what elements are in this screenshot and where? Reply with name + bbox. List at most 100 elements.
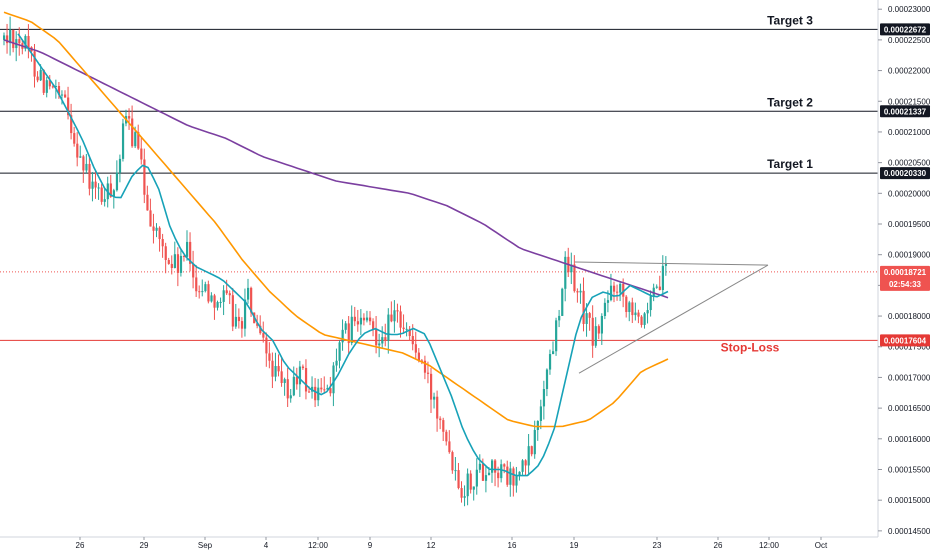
candle-body xyxy=(399,311,402,328)
candle-body xyxy=(186,241,189,257)
candle-body xyxy=(314,386,317,401)
candle-body xyxy=(216,302,219,308)
candle-body xyxy=(283,379,286,383)
candle-body xyxy=(210,295,213,302)
candle-body xyxy=(570,264,573,273)
candle-body xyxy=(344,323,347,330)
candle-body xyxy=(548,354,552,370)
candle-body xyxy=(51,86,54,88)
target-label: Target 1 xyxy=(767,157,813,171)
candle-body xyxy=(164,246,167,261)
candle-body xyxy=(369,317,372,322)
candle-body xyxy=(115,172,119,191)
x-tick-label: 12:00 xyxy=(308,541,329,550)
y-tick-label: 0.00019000 xyxy=(888,251,931,260)
candle-body xyxy=(54,85,58,87)
y-tick-label: 0.00022500 xyxy=(888,36,931,45)
candle-body xyxy=(573,264,576,292)
candle-body xyxy=(484,475,488,481)
candle-body xyxy=(73,133,76,144)
candle-body xyxy=(503,464,506,467)
candle-body xyxy=(515,475,518,486)
y-tick-label: 0.00019500 xyxy=(888,220,931,229)
candle-body xyxy=(192,263,195,278)
x-tick-label: 4 xyxy=(264,541,269,550)
candle-body xyxy=(582,290,585,324)
candle-body xyxy=(182,255,186,257)
candle-body xyxy=(466,473,469,497)
x-tick-label: 12:00 xyxy=(759,541,780,550)
candle-body xyxy=(591,317,594,346)
candle-body xyxy=(603,302,607,317)
y-tick-label: 0.00023000 xyxy=(888,5,931,14)
candle-body xyxy=(405,328,408,330)
candle-body xyxy=(387,314,390,341)
candle-body xyxy=(396,310,399,312)
candle-body xyxy=(475,469,478,487)
candle-body xyxy=(152,226,155,231)
y-tick-label: 0.00021000 xyxy=(888,128,931,137)
candle-body xyxy=(341,329,344,343)
candle-body xyxy=(491,460,494,473)
level-price-tag xyxy=(880,23,930,36)
candle-body xyxy=(320,387,323,390)
candle-body xyxy=(146,194,149,211)
candle-body xyxy=(228,293,231,296)
candle-body xyxy=(179,255,183,273)
y-tick-label: 0.00017500 xyxy=(888,343,931,352)
candle-body xyxy=(408,328,411,336)
candle-body xyxy=(259,325,262,334)
candle-body xyxy=(613,285,616,292)
candle-body xyxy=(286,379,289,399)
candle-body xyxy=(42,69,45,93)
candle-body xyxy=(414,344,417,353)
candle-body xyxy=(536,420,539,430)
candle-body xyxy=(478,463,481,470)
candle-body xyxy=(372,321,375,330)
candle-body xyxy=(292,376,295,396)
candle-body xyxy=(661,265,664,291)
y-tick-label: 0.00017000 xyxy=(888,373,931,382)
candle-body xyxy=(481,463,485,481)
candle-body xyxy=(552,351,555,355)
level-price-tag xyxy=(880,334,930,347)
candle-body xyxy=(451,452,454,471)
candle-body xyxy=(430,373,433,400)
candle-body xyxy=(664,263,668,266)
candle-body xyxy=(509,468,512,485)
last-price-tag xyxy=(880,265,930,291)
candle-body xyxy=(594,326,597,346)
candle-body xyxy=(381,337,384,344)
candle-body xyxy=(433,396,436,400)
candle-body xyxy=(97,187,100,189)
candle-body xyxy=(442,420,445,432)
candle-body xyxy=(167,260,170,264)
candle-body xyxy=(640,316,643,325)
candle-body xyxy=(149,210,152,227)
candle-body xyxy=(231,295,234,327)
candle-body xyxy=(362,317,366,321)
candle-body xyxy=(33,51,36,77)
ma-mid-line xyxy=(3,11,669,428)
candle-body xyxy=(512,468,515,486)
candle-body xyxy=(176,254,180,273)
candle-body xyxy=(365,317,369,321)
candle-body xyxy=(237,316,241,322)
candle-body xyxy=(500,464,503,479)
candle-body xyxy=(64,94,67,98)
candle-body xyxy=(329,388,332,394)
x-tick-label: Sep xyxy=(198,541,213,550)
candle-body xyxy=(628,302,631,312)
triangle-lower-line xyxy=(578,264,769,374)
candle-body xyxy=(57,85,61,95)
candle-body xyxy=(335,360,338,366)
candle-body xyxy=(9,29,12,44)
candle-body xyxy=(539,406,542,421)
candle-body xyxy=(27,36,30,48)
candle-body xyxy=(445,431,448,442)
candle-body xyxy=(301,366,305,369)
candle-body xyxy=(161,239,164,247)
candle-body xyxy=(18,39,21,44)
candle-body xyxy=(323,389,326,391)
